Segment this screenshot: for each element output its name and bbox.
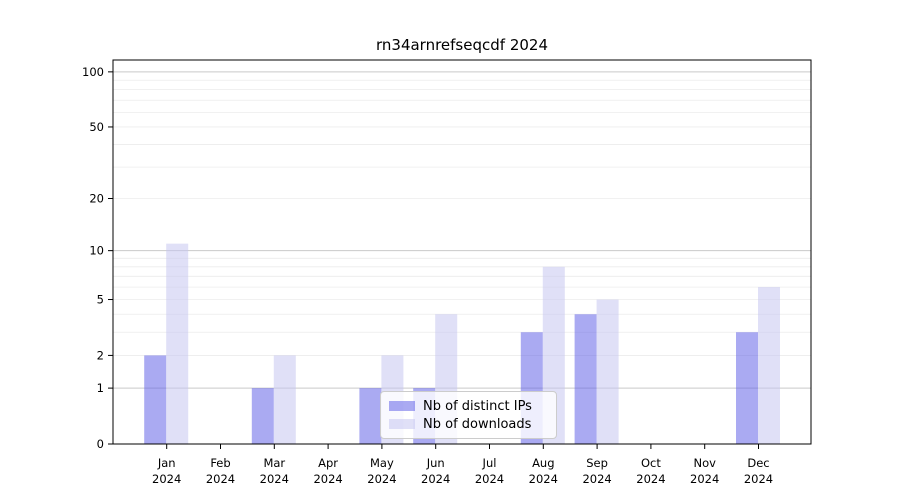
x-tick-label-month: May (370, 456, 394, 470)
bar-distinct-ips-mar (251, 388, 274, 444)
y-tick-label: 10 (89, 244, 104, 258)
chart-title: rn34arnrefseqcdf 2024 (375, 36, 548, 54)
bar-downloads-mar (273, 355, 296, 444)
downloads-swatch-icon (389, 419, 415, 429)
x-tick-label-month: Mar (263, 456, 285, 470)
x-tick-label-year: 2024 (529, 472, 558, 486)
y-tick-label: 20 (89, 192, 104, 206)
bar-distinct-ips-dec (736, 332, 758, 444)
x-tick-label-year: 2024 (313, 472, 342, 486)
x-tick-label-month: Jan (157, 456, 176, 470)
x-tick-label-year: 2024 (152, 472, 181, 486)
x-tick-label-month: Apr (318, 456, 338, 470)
bar-downloads-sep (596, 299, 619, 444)
x-tick-label-month: Jun (426, 456, 445, 470)
y-tick-label: 100 (82, 65, 104, 79)
x-tick-label-year: 2024 (636, 472, 665, 486)
bar-downloads-dec (758, 287, 780, 444)
y-tick-label: 50 (89, 120, 104, 134)
x-tick-label-year: 2024 (421, 472, 450, 486)
x-tick-label-month: Aug (532, 456, 554, 470)
x-tick-label-year: 2024 (475, 472, 504, 486)
x-tick-label-year: 2024 (206, 472, 235, 486)
x-tick-label-month: Sep (586, 456, 608, 470)
x-tick-label-month: Jul (482, 456, 497, 470)
bar-distinct-ips-jan (144, 355, 167, 444)
x-tick-label-year: 2024 (260, 472, 289, 486)
legend-label-distinct-ips: Nb of distinct IPs (423, 398, 532, 414)
x-tick-label-year: 2024 (367, 472, 396, 486)
bar-downloads-jan (166, 243, 189, 444)
x-tick-label-year: 2024 (690, 472, 719, 486)
legend-item-distinct-ips: Nb of distinct IPs (389, 397, 548, 415)
bar-distinct-ips-sep (574, 314, 597, 444)
distinct-ips-swatch-icon (389, 401, 415, 411)
x-tick-label-year: 2024 (744, 472, 773, 486)
legend-item-downloads: Nb of downloads (389, 415, 548, 433)
legend-label-downloads: Nb of downloads (423, 416, 532, 432)
x-tick-label-month: Dec (747, 456, 769, 470)
bar-distinct-ips-may (359, 388, 382, 444)
x-tick-label-month: Oct (641, 456, 661, 470)
plot-frame (112, 59, 812, 445)
legend: Nb of distinct IPs Nb of downloads (380, 391, 557, 439)
y-tick-label: 2 (97, 348, 104, 362)
x-tick-label-month: Feb (210, 456, 230, 470)
y-tick-label: 5 (97, 293, 104, 307)
y-tick-label: 0 (97, 437, 104, 451)
x-tick-label-year: 2024 (582, 472, 611, 486)
y-tick-label: 1 (97, 381, 104, 395)
x-tick-label-month: Nov (693, 456, 716, 470)
